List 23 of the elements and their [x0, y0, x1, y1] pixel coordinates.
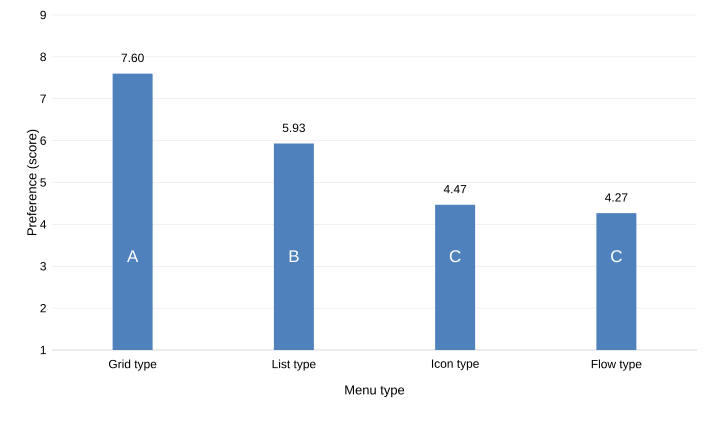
annotation: C: [450, 250, 461, 262]
annotation: A: [127, 250, 138, 262]
x-tick-label: Flow type: [592, 360, 642, 371]
y-tick-label: 7: [40, 94, 46, 103]
y-tick-label: 1: [40, 346, 46, 354]
data-label: 7.60: [122, 54, 144, 62]
data-label: 4.27: [605, 193, 628, 202]
y-tick-label: 8: [40, 52, 46, 62]
data-label: 4.47: [444, 184, 466, 194]
y-axis-title: Preference (score): [26, 130, 39, 236]
y-tick-label: 4: [40, 220, 46, 228]
x-axis-title: Menu type: [345, 386, 404, 398]
y-tick-label: 9: [40, 10, 46, 20]
data-label: 5.93: [282, 124, 305, 132]
y-tick-label: 3: [40, 262, 46, 270]
x-tick-label: Grid type: [108, 360, 156, 371]
annotation: C: [611, 250, 622, 262]
y-tick-label: 6: [40, 136, 46, 145]
x-tick-label: List type: [272, 360, 316, 371]
annotation: B: [290, 250, 299, 262]
x-tick-label: Icon type: [432, 360, 479, 370]
y-tick-label: 2: [40, 304, 46, 312]
y-tick-label: 5: [40, 178, 46, 187]
